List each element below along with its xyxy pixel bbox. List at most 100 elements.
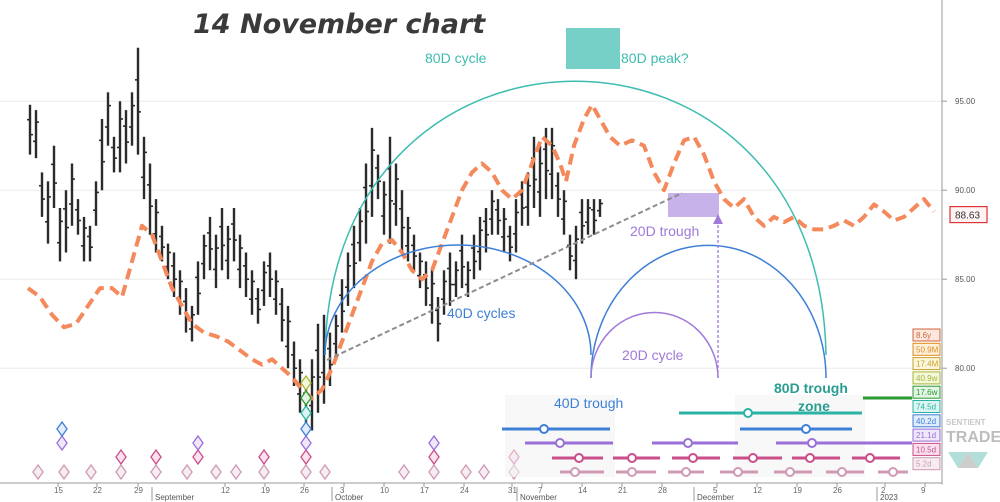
day-tick-label: 3: [340, 486, 345, 495]
range-5-2d: [878, 467, 908, 477]
range-10-5d-marker: [627, 453, 637, 463]
current-price-label: 88.63: [955, 211, 980, 222]
price-bar: [549, 127, 555, 200]
price-bar: [525, 172, 531, 226]
peak-80d-box: [566, 28, 620, 69]
price-bar: [237, 234, 243, 289]
diamond-74-5d: [300, 404, 312, 422]
diamond-40-9w: [300, 374, 312, 392]
diamond-10-5d: [258, 448, 270, 466]
price-bar: [345, 252, 351, 306]
price-bar: [429, 270, 435, 324]
range-5-2d-marker: [627, 467, 637, 477]
price-bar: [393, 163, 399, 226]
label-80d-cycle: 80D cycle: [425, 50, 487, 66]
day-tick-label: 10: [380, 486, 389, 495]
cycle-length-label: 40.2d: [912, 414, 941, 428]
diamond-5-2d: [258, 463, 270, 481]
price-bar: [357, 208, 363, 262]
diamond-5-2d: [115, 463, 127, 481]
range-21-1d-a-marker: [555, 438, 565, 448]
cycle-length-label: 5.2d: [912, 457, 941, 471]
cycle-80d-arc: [324, 80, 827, 356]
range-40-2d-b-marker: [801, 424, 811, 434]
price-bar: [135, 47, 141, 155]
price-bar: [489, 190, 495, 235]
price-bar: [309, 359, 315, 431]
price-bar: [177, 270, 183, 315]
price-bar: [333, 314, 339, 360]
price-bar: [87, 225, 93, 262]
month-tick-label: October: [335, 493, 364, 502]
price-bar: [507, 225, 513, 262]
projection-zone-shade: [735, 395, 865, 477]
price-bar: [399, 190, 405, 253]
price-bar: [39, 172, 45, 217]
day-tick-label: 15: [54, 486, 63, 495]
day-tick-label: 19: [261, 486, 270, 495]
price-tick-label: 95.00: [955, 97, 976, 106]
price-bar: [339, 279, 345, 333]
cycle-length-label-box: [912, 385, 941, 399]
chart-title: 14 November chart: [193, 9, 486, 40]
cycle-length-label-text: 17.4M: [916, 360, 939, 369]
range-10-5d: [792, 453, 840, 463]
day-tick-label: 29: [134, 486, 143, 495]
day-tick-label: 14: [578, 486, 587, 495]
range-5-2d-marker: [681, 467, 691, 477]
price-bar: [381, 181, 387, 235]
price-bar: [81, 216, 87, 262]
price-bar: [501, 208, 507, 253]
diamond-40-2d: [56, 420, 68, 438]
price-bar: [579, 199, 585, 244]
cycle-length-label-box: [912, 457, 941, 471]
diamond-5-2d: [300, 463, 312, 481]
cycle-length-label: 8.6y: [912, 328, 941, 342]
cycle-length-label-box: [912, 328, 941, 342]
cycle-length-label-text: 50.9M: [916, 345, 939, 354]
day-tick-label: 24: [460, 486, 469, 495]
range-5-2d: [560, 467, 604, 477]
range-74-5d: [679, 408, 862, 418]
price-bar: [261, 261, 267, 306]
day-tick-label: 2: [881, 486, 886, 495]
price-bar: [255, 288, 261, 324]
price-bar: [69, 163, 75, 226]
range-10-5d-marker: [865, 453, 875, 463]
price-bar: [537, 145, 543, 217]
range-21-1d-b-marker: [683, 438, 693, 448]
cycle-length-label: 50.9M: [912, 342, 941, 356]
price-bar: [315, 323, 321, 413]
price-bar: [93, 181, 99, 226]
day-tick-label: 5: [713, 486, 718, 495]
price-bar: [267, 252, 273, 297]
price-bar: [117, 101, 123, 173]
price-bar: [423, 261, 429, 306]
projection-path: [26, 102, 936, 401]
diamond-17-6w: [300, 389, 312, 407]
price-bar: [561, 190, 567, 235]
range-5-2d-marker: [733, 467, 743, 477]
price-bar: [57, 208, 63, 262]
cycle-overlays: [324, 28, 827, 379]
diamond-5-2d: [428, 463, 440, 481]
price-bar: [105, 92, 111, 146]
diamond-5-2d: [150, 463, 162, 481]
range-21-1d-c: [776, 438, 912, 448]
price-bar: [51, 145, 57, 208]
price-bar: [351, 225, 357, 289]
price-bar: [195, 261, 201, 315]
price-bar: [585, 199, 591, 235]
cycle-length-label-box: [912, 414, 941, 428]
diamond-21-1d: [192, 434, 204, 452]
diamond-10-5d: [300, 448, 312, 466]
cycle-length-label-text: 5.2d: [916, 460, 932, 469]
range-10-5d-marker: [748, 453, 758, 463]
month-tick-label: November: [520, 493, 557, 502]
price-bar: [465, 261, 471, 297]
price-bars: [27, 47, 603, 431]
cycle-40d-arc-2: [590, 244, 827, 379]
cycle-length-label-text: 8.6y: [916, 331, 931, 340]
diamond-5-2d: [398, 463, 410, 481]
